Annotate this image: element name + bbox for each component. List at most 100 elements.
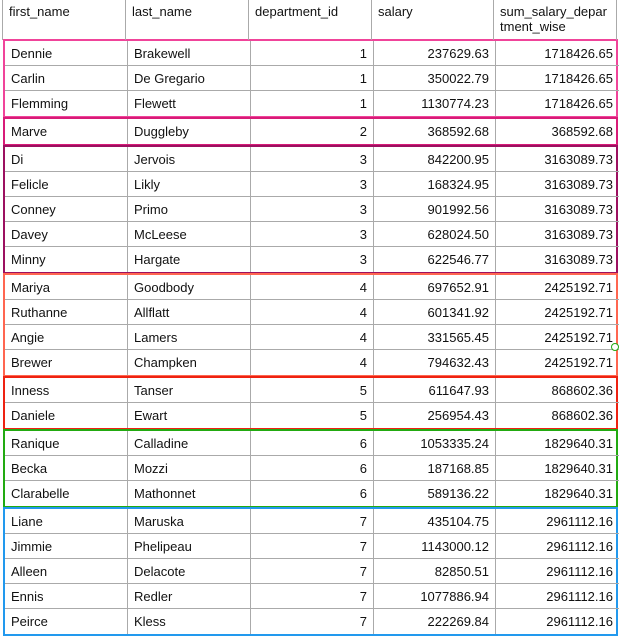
cell-last-name[interactable]: Champken	[128, 350, 251, 375]
cell-sum-salary-department-wise[interactable]: 868602.36	[551, 408, 613, 423]
cell-first-name[interactable]: Inness	[5, 378, 128, 403]
cell-salary[interactable]: 794632.43	[374, 350, 496, 375]
cell-department-id[interactable]: 7	[251, 584, 374, 609]
cell-first-name[interactable]: Di	[5, 147, 128, 172]
cell-salary[interactable]: 331565.45	[374, 325, 496, 350]
cell-first-name[interactable]: Minny	[5, 247, 128, 272]
cell-first-name[interactable]: Becka	[5, 456, 128, 481]
cell-department-id[interactable]: 4	[251, 325, 374, 350]
cell-last-name[interactable]: Kless	[128, 609, 251, 634]
cell-sum-salary-department-wise[interactable]: 2425192.71	[496, 325, 619, 350]
cell-department-id[interactable]: 6	[251, 456, 374, 481]
cell-sum-salary-department-wise[interactable]: 2961112.16	[496, 534, 619, 559]
cell-salary[interactable]: 842200.95	[374, 147, 496, 172]
cell-first-name[interactable]: Ennis	[5, 584, 128, 609]
cell-first-name[interactable]: Conney	[5, 197, 128, 222]
cell-last-name[interactable]: Tanser	[128, 378, 251, 403]
cell-last-name[interactable]: Allflatt	[128, 300, 251, 325]
cell-sum-salary-department-wise[interactable]: 2961112.16	[496, 584, 619, 609]
cell-first-name[interactable]: Clarabelle	[5, 481, 128, 506]
cell-salary[interactable]: 622546.77	[374, 247, 496, 272]
cell-first-name[interactable]: Angie	[5, 325, 128, 350]
cell-salary[interactable]: 628024.50	[374, 222, 496, 247]
cell-department-id[interactable]: 1	[251, 91, 374, 116]
cell-first-name[interactable]: Flemming	[5, 91, 128, 116]
cell-sum-salary-department-wise[interactable]: 2425192.71	[544, 355, 613, 370]
column-header-first-name[interactable]: first_name	[3, 0, 126, 40]
cell-first-name[interactable]: Felicle	[5, 172, 128, 197]
cell-last-name[interactable]: McLeese	[128, 222, 251, 247]
cell-last-name[interactable]: Likly	[128, 172, 251, 197]
cell-sum-salary-department-wise[interactable]: 1718426.65	[496, 66, 619, 91]
cell-last-name[interactable]: Calladine	[128, 431, 251, 456]
cell-salary[interactable]: 350022.79	[374, 66, 496, 91]
cell-department-id[interactable]: 6	[251, 481, 374, 506]
cell-department-id[interactable]: 1	[251, 41, 374, 66]
cell-sum-salary-department-wise[interactable]: 3163089.73	[544, 252, 613, 267]
cell-first-name[interactable]: Ruthanne	[5, 300, 128, 325]
cell-sum-salary-department-wise[interactable]: 2425192.71	[496, 300, 619, 325]
cell-department-id[interactable]: 6	[251, 431, 374, 456]
cell-salary[interactable]: 82850.51	[374, 559, 496, 584]
column-header-last-name[interactable]: last_name	[126, 0, 249, 40]
cell-first-name[interactable]: Alleen	[5, 559, 128, 584]
cell-last-name[interactable]: Lamers	[128, 325, 251, 350]
cell-department-id[interactable]: 7	[251, 609, 374, 634]
cell-sum-salary-department-wise[interactable]: 2961112.16	[496, 559, 619, 584]
cell-sum-salary-department-wise[interactable]: 368592.68	[551, 124, 613, 139]
cell-last-name[interactable]: Delacote	[128, 559, 251, 584]
cell-last-name[interactable]: Mozzi	[128, 456, 251, 481]
cell-salary[interactable]: 697652.91	[374, 275, 496, 300]
cell-salary[interactable]: 1077886.94	[374, 584, 496, 609]
selection-handle[interactable]	[611, 343, 619, 351]
cell-first-name[interactable]: Jimmie	[5, 534, 128, 559]
cell-department-id[interactable]: 5	[251, 378, 374, 403]
cell-salary[interactable]: 601341.92	[374, 300, 496, 325]
cell-last-name[interactable]: De Gregario	[128, 66, 251, 91]
cell-department-id[interactable]: 3	[251, 172, 374, 197]
cell-salary[interactable]: 256954.43	[374, 403, 496, 428]
cell-department-id[interactable]: 3	[251, 197, 374, 222]
cell-first-name[interactable]: Marve	[5, 119, 128, 144]
cell-department-id[interactable]: 2	[251, 119, 374, 144]
column-header-department-id[interactable]: department_id	[249, 0, 372, 40]
cell-last-name[interactable]: Maruska	[128, 509, 251, 534]
cell-sum-salary-department-wise[interactable]: 3163089.73	[496, 172, 619, 197]
cell-salary[interactable]: 901992.56	[374, 197, 496, 222]
cell-last-name[interactable]: Redler	[128, 584, 251, 609]
cell-sum-salary-department-wise[interactable]: 2961112.16	[496, 509, 619, 534]
cell-sum-salary-department-wise[interactable]: 1718426.65	[496, 41, 619, 66]
cell-salary[interactable]: 589136.22	[374, 481, 496, 506]
cell-first-name[interactable]: Brewer	[5, 350, 128, 375]
cell-sum-salary-department-wise[interactable]: 2425192.71	[496, 275, 619, 300]
cell-last-name[interactable]: Flewett	[128, 91, 251, 116]
cell-department-id[interactable]: 3	[251, 222, 374, 247]
cell-first-name[interactable]: Mariya	[5, 275, 128, 300]
cell-last-name[interactable]: Duggleby	[128, 119, 251, 144]
cell-sum-salary-department-wise[interactable]: 868602.36	[496, 378, 619, 403]
cell-department-id[interactable]: 4	[251, 275, 374, 300]
cell-first-name[interactable]: Daniele	[5, 403, 128, 428]
cell-department-id[interactable]: 3	[251, 147, 374, 172]
cell-sum-salary-department-wise[interactable]: 3163089.73	[496, 197, 619, 222]
cell-sum-salary-department-wise[interactable]: 1718426.65	[544, 96, 613, 111]
cell-first-name[interactable]: Ranique	[5, 431, 128, 456]
cell-first-name[interactable]: Peirce	[5, 609, 128, 634]
cell-last-name[interactable]: Mathonnet	[128, 481, 251, 506]
cell-salary[interactable]: 435104.75	[374, 509, 496, 534]
cell-department-id[interactable]: 1	[251, 66, 374, 91]
cell-department-id[interactable]: 7	[251, 559, 374, 584]
cell-salary[interactable]: 1130774.23	[374, 91, 496, 116]
cell-first-name[interactable]: Carlin	[5, 66, 128, 91]
cell-sum-salary-department-wise[interactable]: 3163089.73	[496, 147, 619, 172]
cell-sum-salary-department-wise[interactable]: 2961112.16	[546, 614, 613, 629]
cell-first-name[interactable]: Dennie	[5, 41, 128, 66]
cell-department-id[interactable]: 4	[251, 350, 374, 375]
cell-department-id[interactable]: 4	[251, 300, 374, 325]
cell-first-name[interactable]: Liane	[5, 509, 128, 534]
cell-salary[interactable]: 187168.85	[374, 456, 496, 481]
cell-first-name[interactable]: Davey	[5, 222, 128, 247]
column-header-salary[interactable]: salary	[372, 0, 494, 40]
cell-last-name[interactable]: Brakewell	[128, 41, 251, 66]
cell-salary[interactable]: 368592.68	[374, 119, 496, 144]
